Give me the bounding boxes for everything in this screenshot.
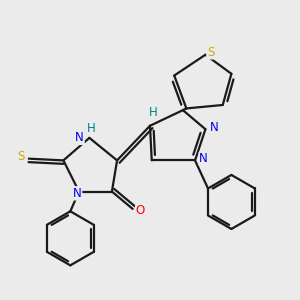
Text: H: H bbox=[87, 122, 95, 135]
Text: N: N bbox=[210, 121, 218, 134]
Text: N: N bbox=[73, 187, 82, 200]
Text: S: S bbox=[207, 46, 214, 59]
Text: N: N bbox=[75, 131, 84, 144]
Text: O: O bbox=[136, 204, 145, 217]
Text: N: N bbox=[199, 152, 208, 165]
Text: H: H bbox=[148, 106, 157, 119]
Text: S: S bbox=[17, 150, 25, 164]
